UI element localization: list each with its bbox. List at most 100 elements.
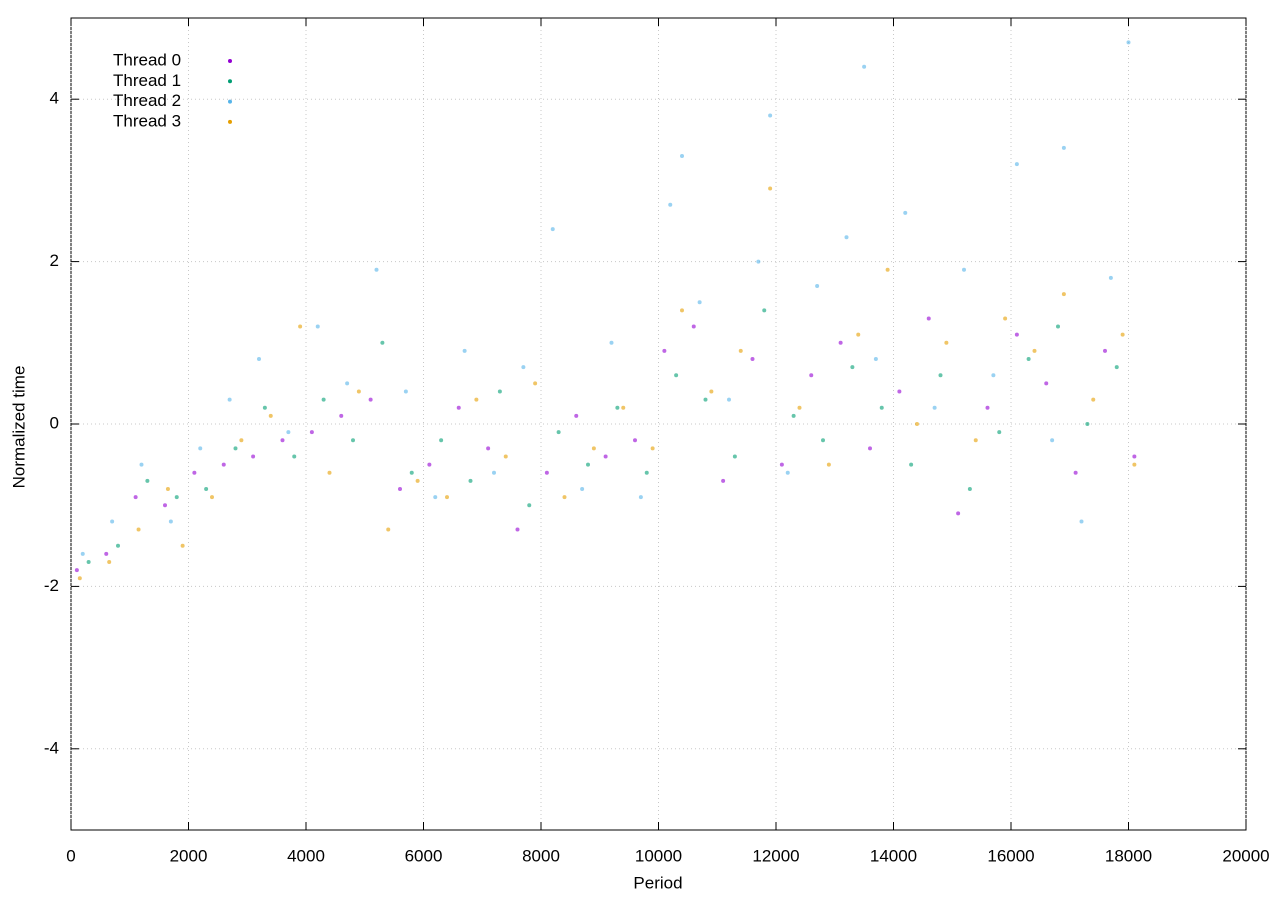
data-point xyxy=(174,495,179,500)
y-tick-label: 0 xyxy=(50,413,59,432)
data-point xyxy=(380,340,385,345)
data-point xyxy=(815,283,820,288)
data-point xyxy=(797,405,802,410)
data-point xyxy=(1003,316,1008,321)
data-point xyxy=(351,438,355,443)
data-point xyxy=(1032,348,1037,353)
data-point xyxy=(386,527,391,532)
data-point xyxy=(239,438,244,443)
data-point xyxy=(468,478,473,483)
data-point xyxy=(721,478,726,483)
x-tick-label: 0 xyxy=(66,846,75,865)
data-point xyxy=(926,316,931,321)
data-point xyxy=(315,324,320,329)
data-point xyxy=(262,405,267,410)
data-point xyxy=(903,210,908,215)
data-point xyxy=(603,454,608,459)
data-point xyxy=(1103,348,1107,353)
x-tick-label: 6000 xyxy=(405,846,443,865)
data-point xyxy=(668,202,673,207)
data-point xyxy=(709,389,714,394)
legend-marker xyxy=(228,119,232,124)
data-point xyxy=(544,470,549,475)
data-point xyxy=(1026,357,1031,362)
data-point xyxy=(985,405,990,410)
data-point xyxy=(1061,292,1066,297)
data-point xyxy=(163,503,167,508)
data-point xyxy=(638,495,643,500)
x-tick-label: 10000 xyxy=(635,846,682,865)
data-point xyxy=(762,308,767,313)
data-point xyxy=(850,365,855,370)
data-point xyxy=(286,430,291,435)
data-point xyxy=(204,486,209,491)
data-point xyxy=(339,413,344,418)
data-point xyxy=(879,405,884,410)
data-point xyxy=(368,397,373,402)
data-point xyxy=(133,495,138,500)
data-point xyxy=(779,462,784,467)
data-point xyxy=(1073,470,1078,475)
data-point xyxy=(116,543,120,548)
data-point xyxy=(345,381,350,386)
data-point xyxy=(309,430,314,435)
data-point xyxy=(909,462,914,467)
data-point xyxy=(1132,462,1137,467)
data-point xyxy=(738,348,743,353)
data-point xyxy=(838,340,843,345)
data-point xyxy=(1014,162,1019,167)
y-axis-label: Normalized time xyxy=(9,366,28,489)
data-point xyxy=(650,446,655,451)
data-point xyxy=(756,259,761,264)
data-point xyxy=(1091,397,1096,402)
data-point xyxy=(556,430,561,435)
data-point xyxy=(885,267,890,272)
data-point xyxy=(77,576,82,581)
data-point xyxy=(398,486,402,491)
data-point xyxy=(168,519,173,524)
data-point xyxy=(586,462,590,467)
data-point xyxy=(139,462,144,467)
data-point xyxy=(785,470,790,475)
data-point xyxy=(633,438,637,443)
data-point xyxy=(298,324,303,329)
data-point xyxy=(1061,145,1066,150)
data-point xyxy=(415,478,420,483)
data-point xyxy=(107,560,112,565)
data-point xyxy=(439,438,444,443)
data-point xyxy=(915,422,919,426)
x-tick-label: 20000 xyxy=(1222,846,1269,865)
data-point xyxy=(768,113,773,118)
legend-label: Thread 0 xyxy=(113,50,181,69)
x-tick-label: 2000 xyxy=(170,846,208,865)
data-point xyxy=(462,348,467,353)
y-tick-label: 2 xyxy=(50,251,59,270)
data-point xyxy=(1079,519,1084,524)
x-tick-label: 18000 xyxy=(1105,846,1152,865)
data-point xyxy=(456,405,461,410)
data-point xyxy=(844,235,849,240)
data-point xyxy=(973,438,978,443)
data-point xyxy=(862,64,867,69)
data-point xyxy=(680,308,684,313)
data-point xyxy=(644,470,649,475)
y-tick-label: 4 xyxy=(50,89,59,108)
legend-marker xyxy=(228,59,232,63)
data-point xyxy=(474,397,479,402)
data-point xyxy=(1056,324,1060,329)
data-point xyxy=(697,300,702,305)
data-point xyxy=(1050,438,1055,443)
data-point xyxy=(1120,332,1125,337)
data-point xyxy=(962,267,966,272)
data-point xyxy=(727,397,731,402)
data-point xyxy=(251,454,256,459)
data-point xyxy=(938,373,943,378)
data-point xyxy=(192,470,197,475)
data-point xyxy=(268,413,273,418)
data-point xyxy=(497,389,502,394)
data-point xyxy=(868,446,872,451)
data-point xyxy=(580,486,585,491)
data-point xyxy=(533,381,538,386)
data-point xyxy=(409,470,414,475)
